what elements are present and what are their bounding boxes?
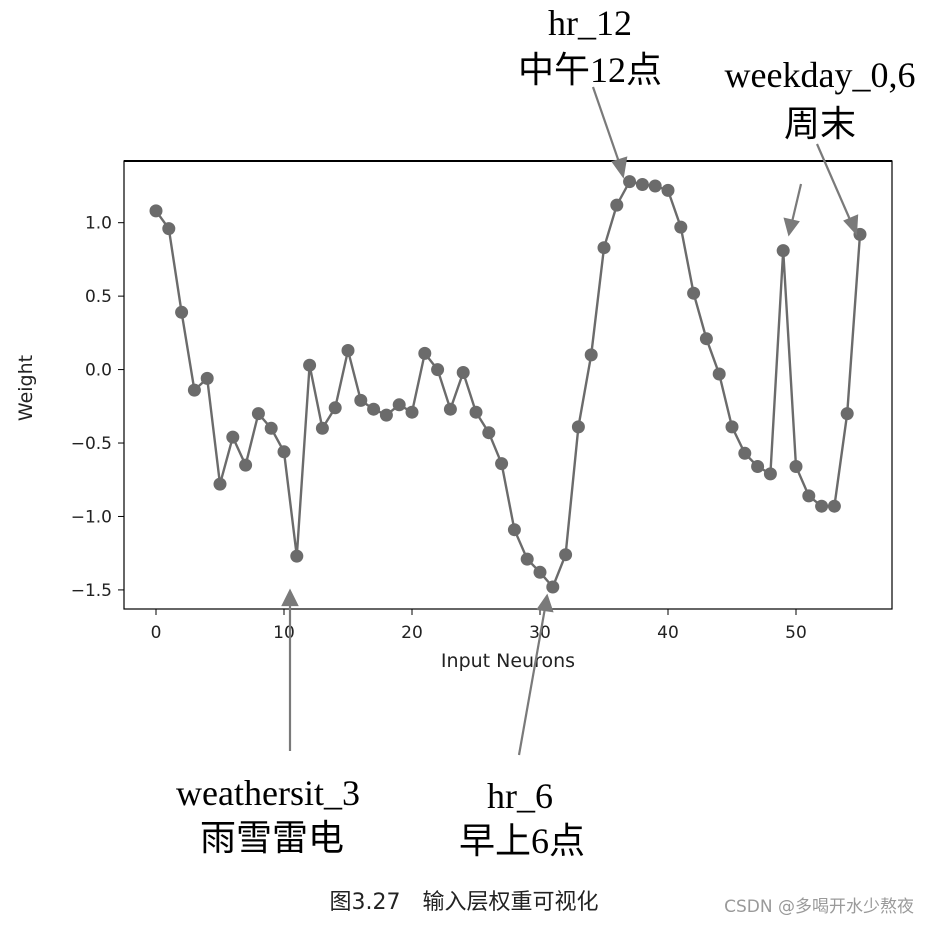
data-point	[827, 499, 841, 513]
x-tick-label: 10	[273, 623, 295, 643]
annotation-hr-12-line2: 中午12点	[518, 50, 662, 90]
data-point	[546, 580, 560, 594]
data-point	[725, 420, 739, 434]
data-point	[251, 407, 265, 421]
data-point	[239, 458, 253, 472]
watermark: CSDN @多喝开水少熬夜	[724, 896, 914, 917]
data-point	[648, 179, 662, 193]
annotation-weathersit-line2: 雨雪雷电	[200, 818, 344, 858]
data-point	[226, 430, 240, 444]
arrow-head-hr-12	[611, 156, 628, 179]
data-point	[392, 398, 406, 412]
data-point	[584, 348, 598, 362]
y-tick-label: −0.5	[71, 434, 112, 454]
arrow-hr-6	[517, 607, 547, 756]
x-tick-label: 20	[401, 623, 423, 643]
arrow-weekday-left	[790, 183, 803, 223]
data-point	[533, 565, 547, 579]
data-point	[815, 499, 829, 513]
data-point	[290, 549, 304, 563]
data-point	[571, 420, 585, 434]
data-point	[431, 363, 445, 377]
figure-caption: 图3.27 输入层权重可视化	[330, 890, 599, 915]
arrow-head-hr-6	[536, 593, 554, 613]
series-line	[155, 180, 862, 590]
data-point	[687, 286, 701, 300]
annotation-hr-12: hr_12 中午12点	[518, 3, 662, 90]
y-tick-label: 0.0	[85, 361, 112, 381]
data-point	[482, 426, 496, 440]
data-point	[328, 401, 342, 415]
arrow-head-weathersit	[281, 588, 299, 607]
data-point	[277, 445, 291, 459]
series-points	[149, 175, 867, 594]
data-point	[623, 175, 637, 189]
data-point	[175, 305, 189, 319]
data-point	[469, 405, 483, 419]
data-point	[712, 367, 726, 381]
annotation-weekday-line1: weekday_0,6	[725, 55, 916, 95]
x-tick-label: 0	[151, 623, 162, 643]
y-tick-label: 0.5	[85, 287, 112, 307]
data-point	[751, 460, 765, 473]
annotation-weathersit-line1: weathersit_3	[176, 773, 360, 813]
arrow-weekday-right	[815, 143, 853, 223]
data-point	[456, 366, 470, 379]
annotation-hr-12-line1: hr_12	[548, 3, 632, 43]
annotation-hr-6-line1: hr_6	[487, 776, 553, 816]
data-point	[213, 477, 227, 491]
data-point	[495, 457, 509, 471]
x-axis-ticks: 01020304050	[151, 609, 807, 643]
data-point	[187, 383, 201, 397]
data-point	[840, 407, 854, 421]
data-point	[635, 178, 649, 191]
data-point	[418, 346, 432, 360]
data-point	[315, 421, 329, 435]
plot-frame	[123, 160, 893, 610]
y-tick-label: 1.0	[85, 214, 112, 234]
data-point	[610, 198, 624, 212]
data-point	[264, 421, 278, 435]
data-point	[303, 358, 317, 372]
y-axis-ticks: 1.0 0.5 0.0 −0.5 −1.0 −1.5	[71, 214, 124, 601]
data-point	[354, 393, 368, 407]
data-point	[674, 220, 688, 234]
y-tick-label: −1.0	[71, 507, 112, 527]
data-point	[520, 552, 534, 566]
data-point	[738, 446, 752, 460]
x-axis-label: Input Neurons	[441, 650, 575, 672]
y-tick-label: −1.5	[71, 581, 112, 601]
data-point	[597, 241, 611, 255]
arrow-head-weekday-right	[843, 214, 859, 236]
y-axis-label: Weight	[15, 355, 37, 421]
data-point	[789, 460, 803, 473]
arrow-hr-12	[591, 86, 622, 166]
data-point	[149, 204, 163, 218]
data-point	[200, 371, 214, 385]
data-point	[507, 523, 521, 537]
data-point	[367, 402, 381, 416]
data-point	[699, 332, 713, 346]
arrow-head-weekday-left	[783, 217, 800, 237]
data-point	[379, 408, 393, 422]
annotation-hr-6-line2: 早上6点	[459, 821, 585, 861]
data-point	[443, 402, 457, 416]
x-tick-label: 40	[657, 623, 679, 643]
annotation-weekday-line2: 周末	[784, 104, 856, 144]
data-point	[802, 489, 816, 503]
data-point	[661, 183, 675, 197]
annotation-weekday: weekday_0,6 周末	[725, 55, 916, 144]
annotation-arrows	[281, 86, 859, 756]
data-point	[763, 467, 777, 481]
x-tick-label: 50	[785, 623, 807, 643]
annotation-hr-6: hr_6 早上6点	[459, 776, 585, 861]
data-point	[341, 344, 355, 357]
data-point	[559, 548, 573, 562]
data-point	[162, 222, 176, 236]
annotation-weathersit: weathersit_3 雨雪雷电	[176, 773, 360, 858]
data-point	[405, 405, 419, 419]
data-point	[776, 244, 790, 258]
